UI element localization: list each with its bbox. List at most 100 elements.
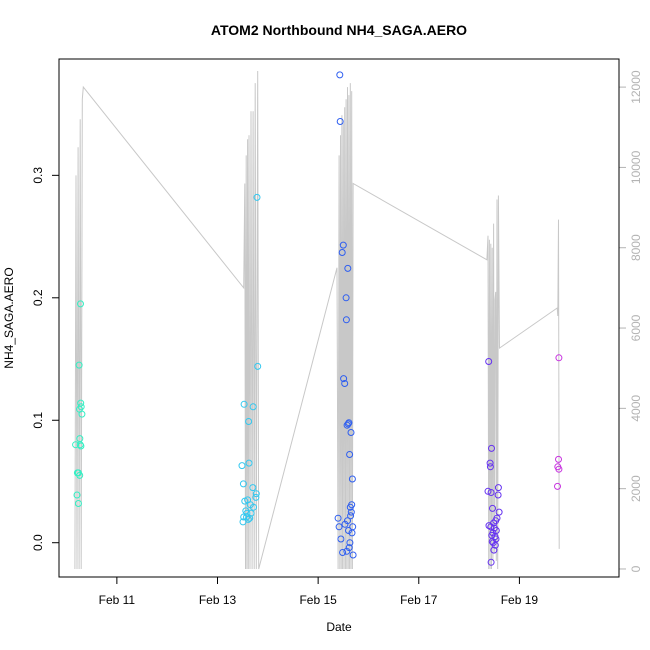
data-point — [343, 421, 351, 429]
series-3 — [334, 71, 357, 559]
data-point — [250, 503, 257, 511]
data-point — [494, 484, 502, 492]
data-point — [554, 482, 561, 490]
plot-frame — [58, 58, 620, 578]
data-point — [491, 541, 499, 549]
x-tick-label: Feb 15 — [299, 593, 337, 607]
x-axis-label: Date — [326, 620, 352, 634]
data-point — [74, 500, 82, 507]
data-point — [487, 523, 495, 531]
chart-title: ATOM2 Northbound NH4_SAGA.AERO — [211, 22, 467, 38]
y2-tick-label: 4000 — [629, 395, 643, 422]
data-point — [76, 471, 84, 479]
data-point — [338, 249, 346, 256]
y-tick-label: 0.2 — [31, 289, 45, 306]
data-point — [253, 193, 261, 201]
data-point — [486, 463, 494, 471]
data-point — [254, 362, 262, 370]
y-tick-label: 0.0 — [31, 534, 45, 551]
x-tick-label: Feb 17 — [400, 593, 438, 607]
data-point — [484, 487, 492, 495]
data-point — [77, 300, 84, 308]
points-layer — [72, 71, 563, 566]
data-point — [337, 535, 345, 543]
altitude-line — [74, 70, 560, 570]
data-point — [334, 514, 342, 522]
y2-tick-label: 0 — [629, 565, 643, 572]
data-point — [342, 294, 350, 302]
data-point — [77, 399, 85, 407]
data-point — [490, 546, 498, 554]
data-point — [252, 490, 260, 498]
data-point — [341, 380, 349, 387]
data-point — [344, 420, 352, 428]
y2-tick-label: 8000 — [629, 234, 643, 261]
data-point — [339, 241, 347, 249]
y2-tick-label: 10000 — [629, 150, 643, 184]
data-point — [555, 465, 563, 473]
data-point — [487, 558, 495, 566]
data-point — [245, 459, 253, 467]
data-point — [487, 489, 495, 496]
data-point — [336, 71, 344, 79]
data-point — [345, 527, 352, 534]
data-point — [340, 375, 348, 383]
data-point — [347, 512, 355, 520]
series-4 — [484, 358, 503, 566]
data-point — [252, 493, 260, 501]
data-point — [347, 508, 355, 516]
y-axis-label: NH4_SAGA.AERO — [2, 267, 16, 368]
data-point — [346, 451, 354, 458]
data-point — [495, 508, 503, 516]
series-5 — [554, 354, 563, 490]
data-point — [348, 475, 356, 483]
y-tick-label: 0.3 — [31, 167, 45, 184]
data-point — [346, 503, 354, 511]
data-point — [347, 429, 355, 436]
data-point — [241, 497, 249, 505]
data-point — [339, 549, 347, 556]
data-point — [239, 480, 247, 488]
data-point — [73, 491, 81, 499]
y2-tick-label: 6000 — [629, 314, 643, 341]
data-point — [78, 410, 86, 418]
series-1 — [72, 300, 86, 507]
altitude-line-layer — [74, 70, 560, 570]
data-point — [342, 316, 350, 324]
data-point — [77, 442, 85, 450]
data-point — [489, 504, 496, 512]
data-point — [343, 547, 351, 555]
data-point — [244, 515, 252, 523]
data-point — [336, 118, 344, 125]
data-point — [245, 418, 253, 425]
data-point — [75, 361, 83, 369]
data-point — [494, 491, 502, 499]
data-point — [345, 544, 353, 552]
data-point — [240, 400, 248, 408]
data-point — [246, 514, 254, 522]
data-point — [555, 455, 562, 463]
data-point — [335, 523, 343, 531]
data-point — [238, 462, 246, 470]
data-point — [341, 520, 349, 528]
y-tick-label: 0.1 — [31, 412, 45, 429]
data-point — [247, 509, 255, 517]
data-point — [344, 264, 352, 272]
y2-tick-label: 2000 — [629, 475, 643, 502]
series-2 — [238, 193, 262, 526]
axes-layer: Feb 11 Feb 13 Feb 15 Feb 17 Feb 19 0.0 0.1 0.2 0… — [31, 70, 643, 607]
data-point — [555, 354, 563, 362]
data-point — [346, 539, 354, 547]
x-tick-label: Feb 13 — [199, 593, 237, 607]
x-tick-label: Feb 11 — [99, 593, 136, 607]
data-point — [349, 551, 357, 559]
data-point — [488, 444, 495, 452]
data-point — [249, 403, 257, 411]
y2-tick-label: 12000 — [629, 70, 643, 104]
data-point — [485, 358, 493, 365]
data-point — [348, 529, 356, 537]
data-point — [486, 459, 494, 467]
data-point — [249, 484, 257, 492]
x-tick-label: Feb 19 — [501, 593, 539, 607]
